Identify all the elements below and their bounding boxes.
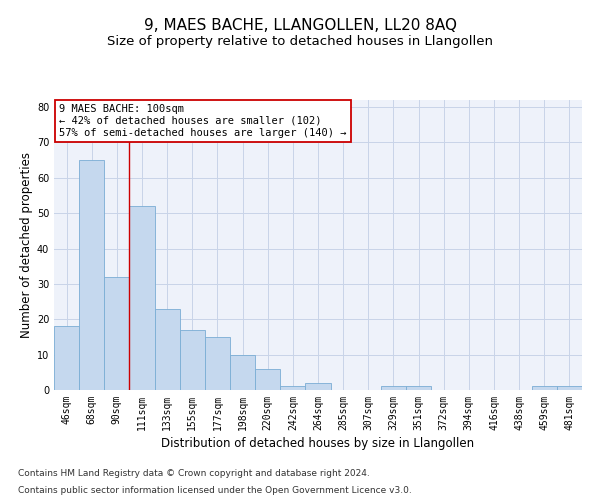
Bar bbox=[54, 326, 79, 390]
Bar bbox=[205, 337, 230, 390]
Text: Contains HM Land Registry data © Crown copyright and database right 2024.: Contains HM Land Registry data © Crown c… bbox=[18, 468, 370, 477]
Bar bbox=[79, 160, 104, 390]
Bar bbox=[305, 383, 331, 390]
Text: 9 MAES BACHE: 100sqm
← 42% of detached houses are smaller (102)
57% of semi-deta: 9 MAES BACHE: 100sqm ← 42% of detached h… bbox=[59, 104, 347, 138]
Bar bbox=[130, 206, 155, 390]
Bar bbox=[532, 386, 557, 390]
Y-axis label: Number of detached properties: Number of detached properties bbox=[20, 152, 32, 338]
Bar bbox=[557, 386, 582, 390]
Text: Size of property relative to detached houses in Llangollen: Size of property relative to detached ho… bbox=[107, 35, 493, 48]
Bar bbox=[280, 386, 305, 390]
Text: Contains public sector information licensed under the Open Government Licence v3: Contains public sector information licen… bbox=[18, 486, 412, 495]
Bar bbox=[180, 330, 205, 390]
X-axis label: Distribution of detached houses by size in Llangollen: Distribution of detached houses by size … bbox=[161, 437, 475, 450]
Bar bbox=[406, 386, 431, 390]
Bar bbox=[381, 386, 406, 390]
Bar bbox=[230, 354, 255, 390]
Bar bbox=[255, 369, 280, 390]
Bar bbox=[104, 277, 130, 390]
Text: 9, MAES BACHE, LLANGOLLEN, LL20 8AQ: 9, MAES BACHE, LLANGOLLEN, LL20 8AQ bbox=[143, 18, 457, 32]
Bar bbox=[155, 308, 180, 390]
